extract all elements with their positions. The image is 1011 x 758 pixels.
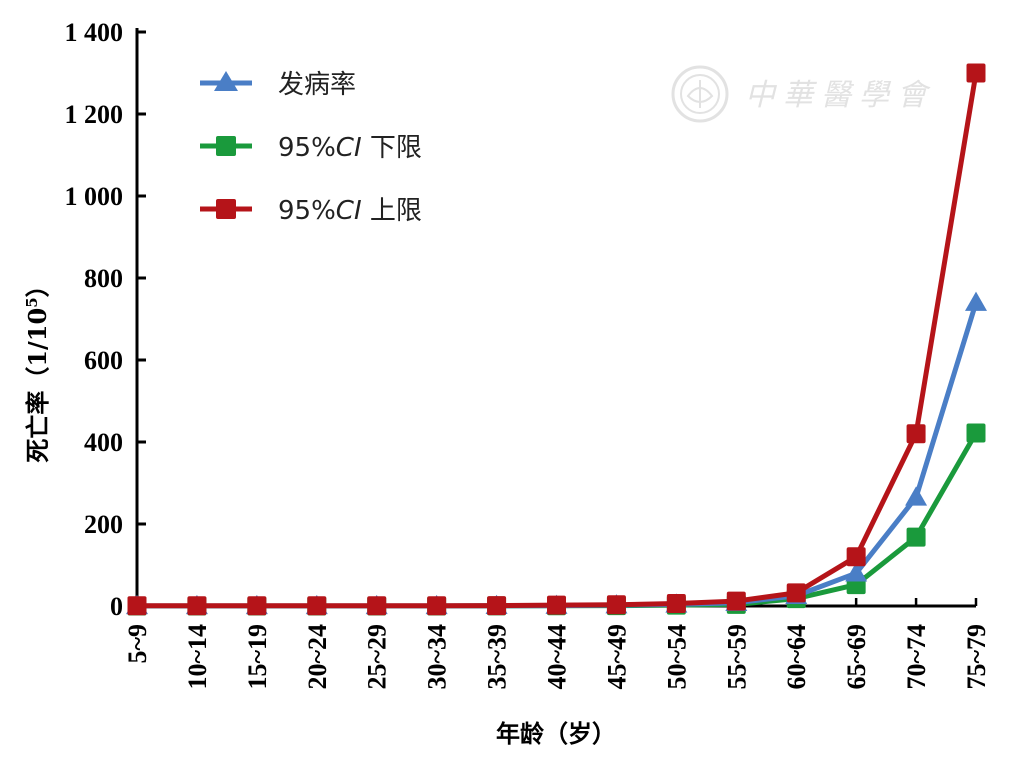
x-tick-label: 5~9 [123,624,152,664]
legend-item: 95%CI 下限 [200,133,422,163]
data-point [666,594,686,614]
x-axis-label: 年龄（岁） [496,719,616,748]
axes [135,28,976,608]
series-line [137,72,979,609]
x-tick-label: 60~64 [782,624,811,690]
data-point [966,423,986,443]
x-tick-label: 55~59 [722,624,751,690]
data-point [247,596,267,616]
x-tick-label: 30~34 [423,624,452,690]
y-axis-label: 死亡率（1/105） [23,273,52,462]
data-point [606,595,626,615]
series-layer [126,63,987,616]
y-tick-label: 600 [84,346,123,375]
x-tick-label: 15~19 [243,624,272,690]
x-tick-label: 50~54 [662,624,691,690]
y-tick-label: 1 200 [65,100,124,129]
data-point [127,596,147,616]
x-tick-label: 40~44 [543,624,572,690]
x-tick-label: 65~69 [842,624,871,690]
series-ci-upper [127,63,986,616]
data-point [965,291,987,311]
data-point [846,547,866,567]
x-tick-label: 70~74 [902,624,931,690]
data-point [307,596,327,616]
watermark-text: 中華醫學會 [745,78,935,113]
data-point [845,562,868,582]
legend-marker [216,199,236,219]
series-ci-lower [127,423,986,616]
data-point [487,596,507,616]
y-axis-ticks: 0 200 400 600 800 1 000 1 200 1 400 [65,18,146,621]
legend-item: 95%CI 上限 [200,196,422,226]
legend-marker [216,136,236,156]
data-point [427,596,447,616]
data-point [906,527,926,547]
legend: 发病率 95%CI 下限 95%CI 上限 [200,70,422,226]
x-tick-label: 35~39 [483,624,512,690]
y-tick-label: 200 [84,510,123,539]
legend-item: 发病率 [200,70,356,100]
x-tick-label: 75~79 [962,624,991,690]
data-point [786,583,806,603]
data-point [547,595,566,615]
data-point [905,486,928,506]
y-tick-label: 400 [84,428,123,457]
y-tick-label: 800 [84,264,123,293]
chinese-medical-association-seal-icon [671,65,729,123]
data-point [966,63,986,83]
y-tick-label: 1 000 [65,182,124,211]
x-tick-label: 25~29 [363,624,392,690]
data-point [906,424,926,444]
y-tick-label: 0 [110,592,123,621]
data-point [367,596,387,616]
legend-label: 95%CI 上限 [278,196,422,226]
watermark: 中華醫學會 [671,65,935,123]
x-tick-label: 10~14 [183,624,212,690]
x-axis-ticks: 5~9 10~14 15~19 20~24 25~29 30~34 35~39 40~44 45… [123,598,991,690]
data-point [187,596,207,616]
x-tick-label: 20~24 [303,624,332,690]
legend-label: 发病率 [278,70,356,100]
legend-marker [214,71,238,91]
legend-label: 95%CI 下限 [278,133,422,163]
x-tick-label: 45~49 [602,624,631,690]
data-point [726,591,746,611]
y-tick-label: 1 400 [65,18,124,47]
